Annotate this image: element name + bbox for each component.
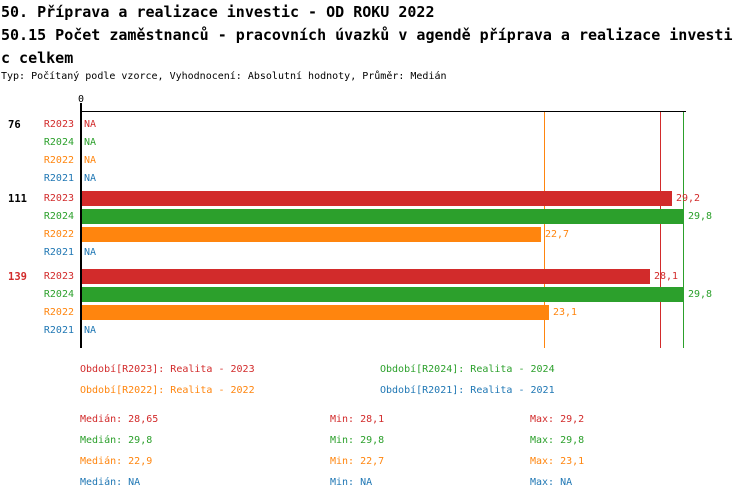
chart-meta-line: Typ: Počítaný podle vzorce, Vyhodnocení:…: [1, 71, 447, 82]
row-label-r2023: R2023: [43, 271, 74, 282]
x-axis-line: [80, 111, 686, 112]
na-label: NA: [84, 173, 97, 184]
group-label: 139: [8, 271, 27, 283]
stat-max-r2023: Max: 29,2: [530, 414, 585, 425]
row-label-r2024: R2024: [43, 211, 74, 222]
chart-title-line2: 50.15 Počet zaměstnanců - pracovních úva…: [1, 26, 733, 44]
stat-max-r2021: Max: NA: [530, 477, 573, 488]
stat-median-r2023: Medián: 28,65: [80, 414, 159, 425]
group-label: 76: [8, 119, 21, 131]
y-axis-line: [80, 103, 82, 348]
median-line-r2024: [683, 112, 684, 348]
median-line-r2023: [660, 112, 661, 348]
stat-min-r2024: Min: 29,8: [330, 435, 385, 446]
legend-item-r2022: Období[R2022]: Realita - 2022: [80, 385, 255, 396]
group-label: 111: [8, 193, 27, 205]
legend-item-r2021: Období[R2021]: Realita - 2021: [380, 385, 555, 396]
stat-max-r2022: Max: 23,1: [530, 456, 585, 467]
bar-value-label: 29,8: [688, 211, 713, 222]
row-label-r2022: R2022: [43, 155, 74, 166]
bar-value-label: 28,1: [654, 271, 679, 282]
stat-median-r2022: Medián: 22,9: [80, 456, 153, 467]
row-label-r2021: R2021: [43, 247, 74, 258]
na-label: NA: [84, 247, 97, 258]
bar-r2022: [82, 227, 541, 242]
na-label: NA: [84, 325, 97, 336]
bar-r2023: [82, 269, 650, 284]
stat-min-r2023: Min: 28,1: [330, 414, 385, 425]
row-label-r2021: R2021: [43, 325, 74, 336]
row-label-r2024: R2024: [43, 137, 74, 148]
stat-min-r2022: Min: 22,7: [330, 456, 385, 467]
row-label-r2022: R2022: [43, 229, 74, 240]
legend-item-r2023: Období[R2023]: Realita - 2023: [80, 364, 255, 375]
stat-min-r2021: Min: NA: [330, 477, 373, 488]
bar-r2024: [82, 287, 684, 302]
row-label-r2023: R2023: [43, 119, 74, 130]
bar-value-label: 23,1: [553, 307, 578, 318]
row-label-r2023: R2023: [43, 193, 74, 204]
bar-value-label: 29,8: [688, 289, 713, 300]
stat-median-r2021: Medián: NA: [80, 477, 141, 488]
na-label: NA: [84, 155, 97, 166]
bar-r2024: [82, 209, 684, 224]
bar-value-label: 22,7: [545, 229, 570, 240]
stat-median-r2024: Medián: 29,8: [80, 435, 153, 446]
bar-value-label: 29,2: [676, 193, 701, 204]
row-label-r2022: R2022: [43, 307, 74, 318]
chart-title-line3: c celkem: [1, 49, 74, 67]
row-label-r2024: R2024: [43, 289, 74, 300]
na-label: NA: [84, 119, 97, 130]
stat-max-r2024: Max: 29,8: [530, 435, 585, 446]
bar-r2022: [82, 305, 549, 320]
chart-title-line1: 50. Příprava a realizace investic - OD R…: [1, 3, 435, 21]
row-label-r2021: R2021: [43, 173, 74, 184]
axis-zero-label: 0: [77, 94, 85, 105]
bar-r2023: [82, 191, 672, 206]
legend-item-r2024: Období[R2024]: Realita - 2024: [380, 364, 555, 375]
na-label: NA: [84, 137, 97, 148]
median-line-r2022: [544, 112, 545, 348]
